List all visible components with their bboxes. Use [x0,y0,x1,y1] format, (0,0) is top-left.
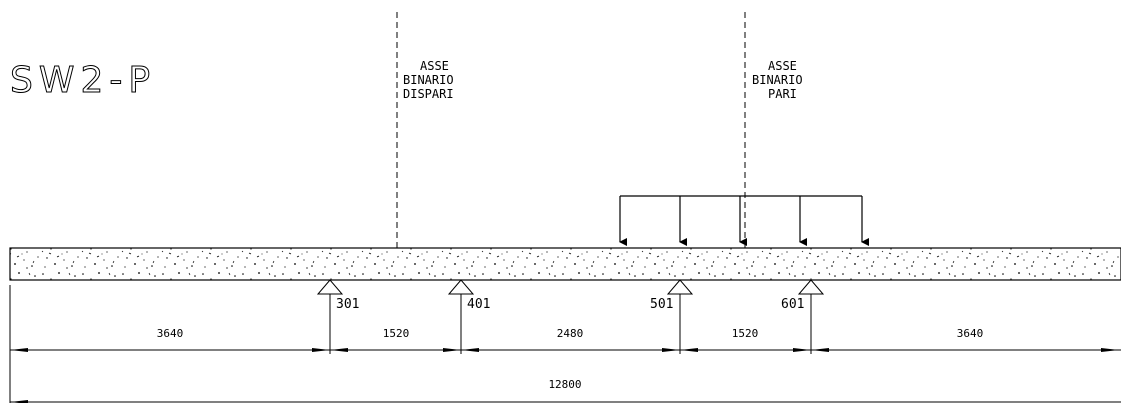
support-label: 301 [336,297,359,312]
axis-label-line: BINARIO [752,73,803,87]
support-triangle [316,279,344,295]
total-dimension: 12800 [10,378,1121,403]
span-label: 1520 [383,327,410,340]
support-label: 501 [650,297,673,312]
support-501: 501 [650,279,694,354]
concrete-slab [9,247,1121,281]
support-601: 601 [781,279,825,354]
axis-label-line: PARI [768,87,797,101]
support-triangle [666,279,694,295]
dimension-tick [10,400,28,403]
span-label: 3640 [957,327,984,340]
dimension-tick [793,348,811,352]
distributed-load [619,195,869,246]
span-label: 3640 [157,327,184,340]
dimension-tick [461,348,479,352]
support-triangle [797,279,825,295]
dimension-tick [680,348,698,352]
axis-label-pari: ASSE BINARIO PARI [752,59,803,101]
support-label: 601 [781,297,804,312]
axis-label-line: ASSE [420,59,449,73]
dimension-tick [811,348,829,352]
span-label: 2480 [557,327,584,340]
dimension-tick [662,348,680,352]
support-401: 401 [447,279,490,354]
span-dimensions: 3640 1520 2480 1520 3640 [9,285,1121,403]
support-label: 401 [467,297,490,312]
axis-label-line: ASSE [768,59,797,73]
dimension-tick [443,348,461,352]
total-label: 12800 [548,378,581,391]
axis-label-dispari: ASSE BINARIO DISPARI [403,59,454,101]
dimension-tick [10,348,28,352]
support-triangle [447,279,475,295]
span-label: 1520 [732,327,759,340]
drawing-title: SW2-P [10,60,156,101]
axis-label-line: BINARIO [403,73,454,87]
dimension-tick [312,348,330,352]
axis-label-line: DISPARI [403,87,454,101]
dimension-tick [330,348,348,352]
dimension-tick [1101,348,1119,352]
support-301: 301 [316,279,359,354]
